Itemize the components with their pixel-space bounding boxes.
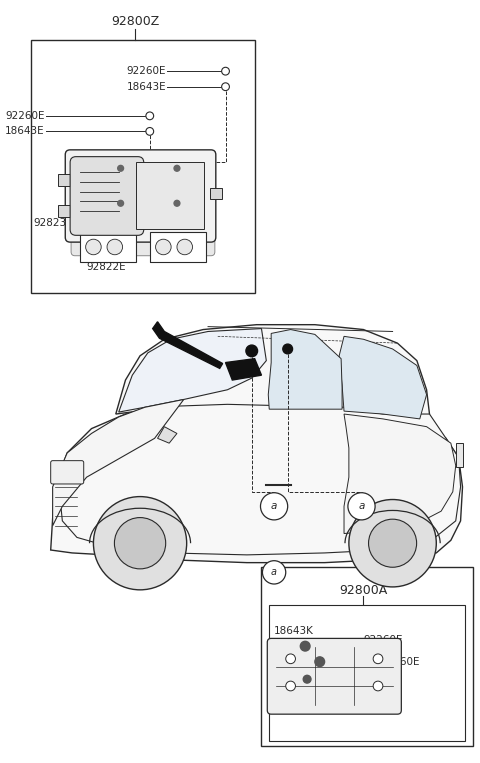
Bar <box>59 205 70 217</box>
Text: 18643E: 18643E <box>5 127 45 137</box>
FancyBboxPatch shape <box>267 639 401 714</box>
Circle shape <box>177 240 192 255</box>
Circle shape <box>174 201 180 206</box>
Circle shape <box>85 240 101 255</box>
Text: 92822E: 92822E <box>86 262 126 272</box>
Circle shape <box>373 681 383 691</box>
Bar <box>31 40 255 293</box>
Polygon shape <box>344 414 456 533</box>
Circle shape <box>114 517 166 569</box>
Bar <box>136 163 204 230</box>
FancyBboxPatch shape <box>65 150 216 242</box>
Circle shape <box>222 67 229 75</box>
Bar <box>262 567 473 746</box>
Polygon shape <box>226 359 262 380</box>
Circle shape <box>349 500 436 587</box>
FancyBboxPatch shape <box>70 156 144 235</box>
Circle shape <box>246 345 258 357</box>
Text: 92260E: 92260E <box>127 66 166 76</box>
Polygon shape <box>60 404 461 555</box>
Circle shape <box>174 166 180 171</box>
Circle shape <box>348 493 375 520</box>
Polygon shape <box>51 404 463 562</box>
Bar <box>269 605 466 742</box>
Circle shape <box>94 497 187 590</box>
Circle shape <box>283 344 292 354</box>
Bar <box>210 188 222 199</box>
Circle shape <box>261 493 288 520</box>
Circle shape <box>118 166 123 171</box>
Circle shape <box>373 654 383 664</box>
Polygon shape <box>116 325 430 423</box>
Circle shape <box>369 519 417 567</box>
FancyBboxPatch shape <box>71 160 215 256</box>
Polygon shape <box>153 322 223 369</box>
Circle shape <box>146 127 154 135</box>
Text: a: a <box>271 501 277 511</box>
Text: 92260E: 92260E <box>363 636 403 645</box>
Text: 18643K: 18643K <box>274 626 314 636</box>
Circle shape <box>156 240 171 255</box>
Circle shape <box>300 642 310 651</box>
Circle shape <box>222 83 229 91</box>
Polygon shape <box>268 330 342 409</box>
Bar <box>59 174 70 185</box>
Circle shape <box>315 657 324 667</box>
Text: 92800Z: 92800Z <box>111 15 159 28</box>
Bar <box>80 233 136 262</box>
Text: a: a <box>358 501 365 511</box>
Bar <box>150 233 206 262</box>
Bar <box>456 443 464 468</box>
Polygon shape <box>53 400 184 526</box>
Text: 92260E: 92260E <box>5 111 45 121</box>
Circle shape <box>263 561 286 584</box>
Circle shape <box>286 654 296 664</box>
Text: 18643K: 18643K <box>356 674 396 684</box>
Polygon shape <box>157 427 177 443</box>
Circle shape <box>107 240 122 255</box>
Text: 92260E: 92260E <box>380 657 420 667</box>
Circle shape <box>118 201 123 206</box>
Circle shape <box>303 675 311 683</box>
Polygon shape <box>339 336 427 419</box>
Polygon shape <box>119 329 266 412</box>
Text: a: a <box>271 568 277 578</box>
Text: 92823D: 92823D <box>33 217 74 227</box>
Circle shape <box>146 112 154 120</box>
Text: 92800A: 92800A <box>339 584 387 597</box>
Circle shape <box>286 681 296 691</box>
FancyBboxPatch shape <box>51 461 84 484</box>
Text: 18643E: 18643E <box>127 82 166 92</box>
